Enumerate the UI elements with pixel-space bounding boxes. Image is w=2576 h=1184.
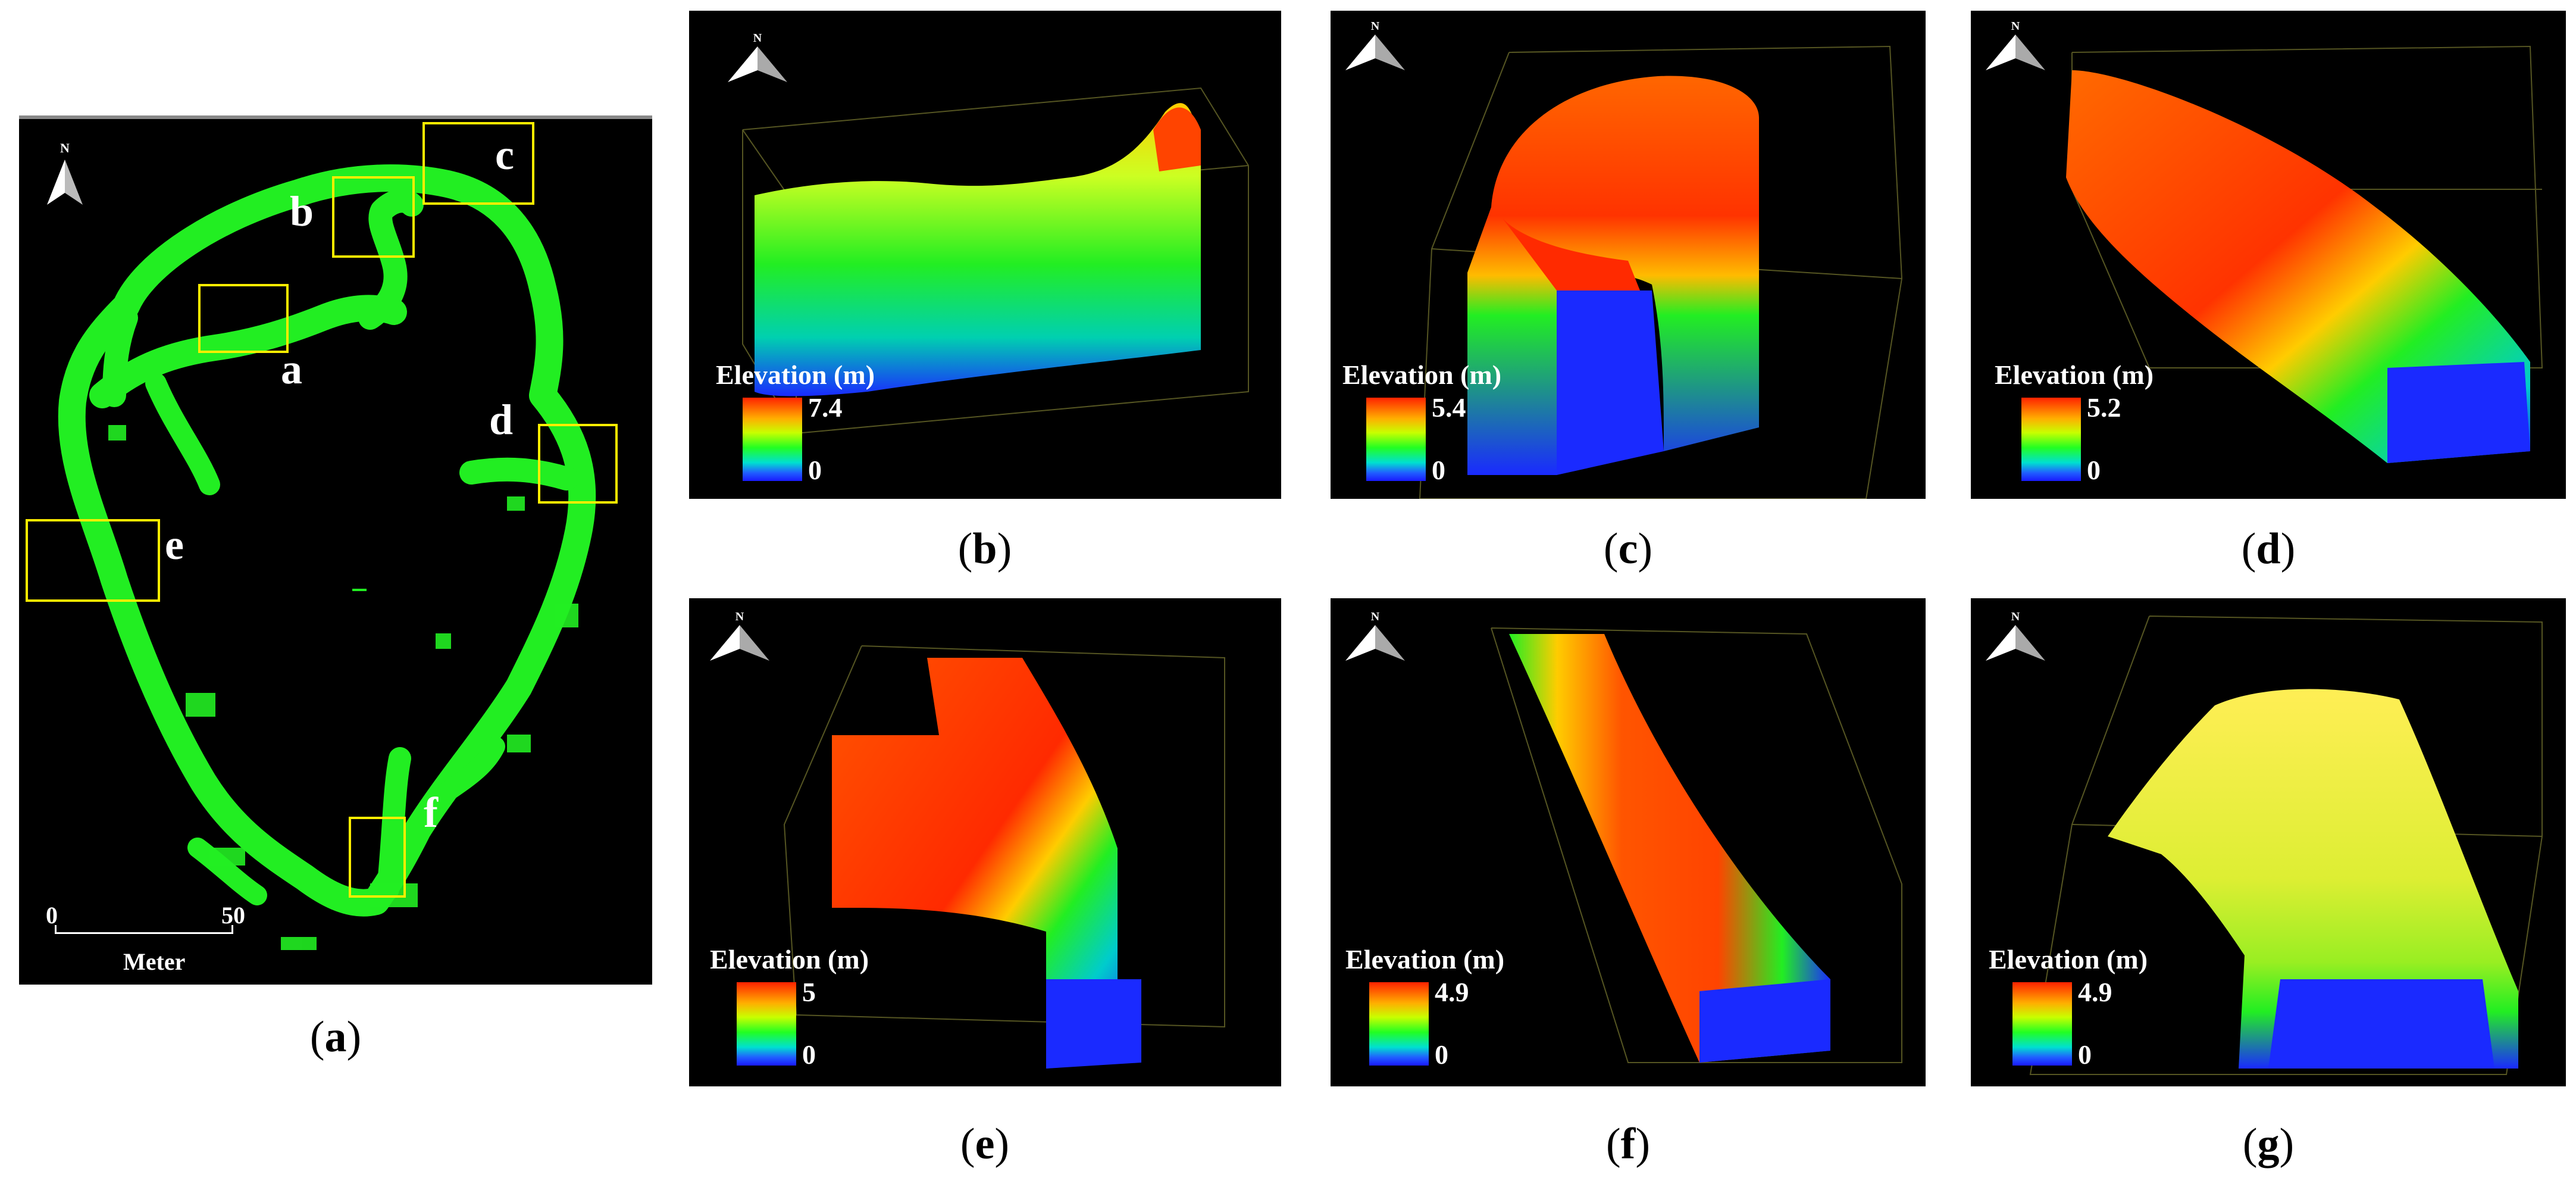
caption-g-letter: g — [2257, 1120, 2280, 1169]
box-d — [538, 424, 618, 504]
svg-text:N: N — [2011, 20, 2020, 33]
legend-colorbar — [2012, 982, 2072, 1066]
pointcloud-c — [1419, 45, 1903, 499]
legend-max: 5.2 — [2087, 392, 2121, 423]
legend-colorbar — [2021, 398, 2081, 481]
box-b — [332, 176, 415, 258]
svg-text:N: N — [60, 140, 70, 155]
legend-min: 0 — [802, 1039, 816, 1070]
legend-colorbar — [737, 982, 796, 1066]
legend-title: Elevation (m) — [1989, 944, 2148, 974]
legend-title: Elevation (m) — [1342, 360, 1502, 390]
north-arrow-icon: N — [710, 610, 769, 661]
pointcloud-e — [783, 645, 1225, 1069]
trail-spur-west — [102, 306, 138, 407]
svg-text:N: N — [2011, 610, 2020, 623]
legend-min: 0 — [1432, 455, 1445, 485]
trail-outer-loop — [58, 164, 596, 917]
legend-min: 0 — [808, 455, 822, 485]
trail-spur-d — [459, 457, 578, 491]
trail-spur-f — [377, 747, 411, 901]
caption-e: (e) — [960, 1120, 1010, 1169]
box-a — [198, 284, 289, 353]
map-label-c: c — [495, 131, 514, 179]
box-e — [26, 519, 160, 602]
caption-a-letter: a — [324, 1013, 347, 1061]
scale-end-label: 50 — [221, 902, 245, 929]
map-panel: N a b c d e f 0 50 Meter — [19, 115, 652, 985]
svg-text:N: N — [1371, 610, 1380, 623]
legend-colorbar — [743, 398, 802, 481]
pointcloud-b — [742, 87, 1249, 435]
north-arrow-icon: N — [47, 140, 83, 205]
scale-tick-left — [55, 925, 57, 934]
trail-network-map — [26, 122, 618, 950]
trail-spur-sw — [187, 838, 267, 905]
map-top-border — [19, 115, 652, 119]
map-label-f: f — [424, 789, 438, 836]
legend-title: Elevation (m) — [716, 360, 875, 390]
scale-bar: 0 50 — [43, 901, 245, 943]
legend-min: 0 — [2087, 455, 2101, 485]
box-f — [349, 817, 406, 898]
caption-f: (f) — [1606, 1120, 1650, 1169]
legend-min: 0 — [1435, 1039, 1448, 1070]
caption-e-letter: e — [975, 1120, 995, 1169]
pointcloud-d — [2066, 45, 2543, 463]
legend-title: Elevation (m) — [1345, 944, 1505, 974]
pointcloud-g — [2029, 616, 2543, 1075]
caption-c-letter: c — [1618, 524, 1638, 573]
caption-c: (c) — [1603, 524, 1653, 573]
legend-max: 5 — [802, 977, 816, 1007]
scale-unit-label: Meter — [123, 948, 186, 975]
map-label-a: a — [281, 345, 302, 393]
view-panel-d: N Elevation (m) 5.2 0 — [1971, 11, 2566, 499]
legend-title: Elevation (m) — [1995, 360, 2154, 390]
pointcloud-f — [1491, 627, 1902, 1063]
caption-d: (d) — [2241, 524, 2296, 573]
north-arrow-icon: N — [1986, 20, 2045, 70]
scale-line — [55, 932, 233, 934]
map-label-b: b — [290, 188, 314, 235]
caption-f-letter: f — [1620, 1120, 1636, 1169]
north-arrow-icon: N — [1986, 610, 2045, 661]
north-arrow-icon: N — [1345, 20, 1405, 70]
view-panel-e: N Elevation (m) 5 0 — [689, 598, 1281, 1086]
map-label-e: e — [165, 521, 184, 568]
caption-b: (b) — [957, 524, 1012, 573]
scale-start-label: 0 — [46, 902, 58, 929]
legend-max: 7.4 — [808, 392, 843, 423]
view-panel-c: N Elevation (m) 5.4 0 — [1331, 11, 1926, 499]
trail-spur-a — [145, 373, 220, 495]
trail-branch-b — [358, 189, 424, 330]
svg-text:N: N — [735, 610, 744, 623]
view-panel-f: N Elevation (m) 4.9 0 — [1331, 598, 1926, 1086]
view-panel-b: N Elevation (m) 7.4 0 — [689, 11, 1281, 499]
scale-tick-right — [231, 925, 233, 934]
legend-max: 5.4 — [1432, 392, 1466, 423]
caption-d-letter: d — [2256, 524, 2281, 573]
caption-b-letter: b — [972, 524, 997, 573]
caption-g: (g) — [2242, 1120, 2295, 1169]
trail-spur-se — [425, 736, 505, 810]
legend-min: 0 — [2078, 1039, 2092, 1070]
legend-max: 4.9 — [1435, 977, 1469, 1007]
legend-colorbar — [1366, 398, 1426, 481]
map-label-d: d — [489, 396, 514, 443]
trail-west-branch — [89, 295, 407, 408]
north-arrow-icon: N — [728, 32, 787, 82]
legend-title: Elevation (m) — [710, 944, 869, 974]
svg-text:N: N — [1371, 20, 1380, 33]
caption-a: (a) — [309, 1013, 362, 1061]
north-arrow-icon: N — [1345, 610, 1405, 661]
box-c — [422, 122, 534, 205]
view-panel-g: N Elevation (m) 4.9 0 — [1971, 598, 2566, 1086]
legend-colorbar — [1369, 982, 1429, 1066]
svg-text:N: N — [753, 32, 762, 45]
legend-max: 4.9 — [2078, 977, 2112, 1007]
